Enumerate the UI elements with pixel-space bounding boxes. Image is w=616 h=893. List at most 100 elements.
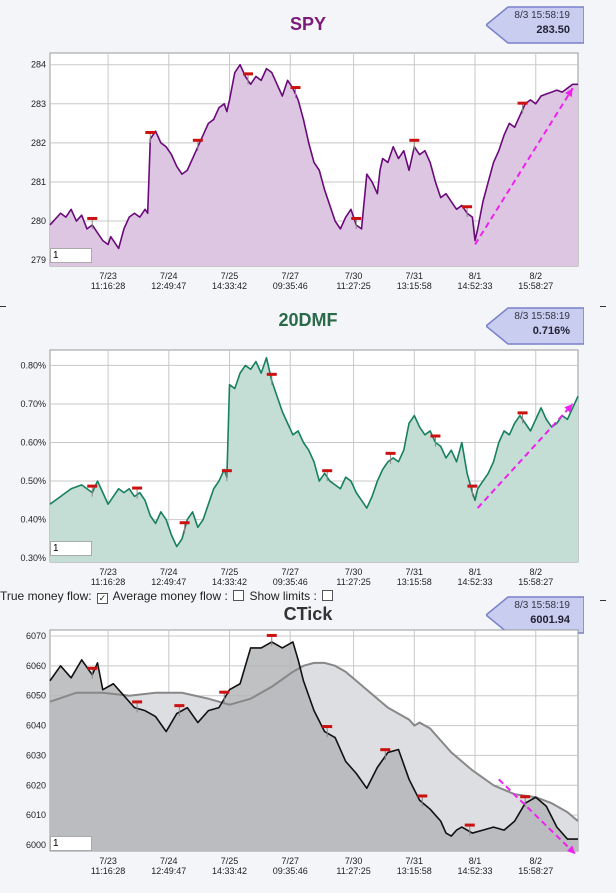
- trade-marker: [243, 72, 253, 76]
- show-limits-checkbox[interactable]: [322, 590, 334, 601]
- dmf-panel: 20DMF 8/3 15:58:19 0.716% 0.30% 0.40% 0.50…: [0, 300, 616, 590]
- x-tick-time: 09:35:46: [273, 281, 308, 291]
- series-area: [50, 64, 578, 267]
- x-tick-time: 15:58:27: [518, 281, 553, 291]
- separator-right-2: [600, 600, 606, 601]
- y-tick-label: 0.60%: [20, 438, 46, 448]
- trade-marker: [517, 411, 528, 415]
- trade-marker: [179, 521, 190, 525]
- average-money-flow-label: Average money flow :: [112, 589, 228, 603]
- x-tick-date: 7/30: [345, 856, 363, 866]
- x-tick-date: 7/30: [345, 567, 363, 577]
- average-flow-line: [49, 661, 579, 822]
- y-tick-label: 279: [31, 255, 46, 265]
- trade-marker: [87, 666, 98, 670]
- ctick-period-input[interactable]: 1: [50, 836, 92, 851]
- trade-marker: [351, 216, 362, 220]
- trade-marker: [87, 484, 98, 488]
- x-tick-time: 14:33:42: [212, 577, 247, 587]
- y-tick-label: 6020: [26, 780, 46, 790]
- trade-marker: [145, 130, 156, 134]
- x-tick-date: 7/25: [221, 271, 239, 281]
- series-line: [49, 63, 578, 250]
- ctick-chart[interactable]: 6000 6010 6020 6030 6040 6050 6060 6070 7/2311:1…: [0, 600, 616, 893]
- x-tick-time: 12:49:47: [151, 577, 186, 587]
- x-tick-date: 7/24: [160, 856, 178, 866]
- dmf-badge-time: 8/3 15:58:19: [514, 311, 570, 322]
- average-money-flow-checkbox[interactable]: [233, 590, 245, 601]
- x-tick-date: 8/2: [530, 856, 543, 866]
- ctick-badge-time: 8/3 15:58:19: [514, 600, 570, 611]
- trade-marker: [266, 372, 277, 376]
- spy-price-badge: 8/3 15:58:19 283.50: [486, 5, 584, 45]
- trade-marker: [266, 633, 277, 637]
- y-tick-label: 6050: [26, 691, 46, 701]
- x-tick-time: 14:52:33: [458, 866, 493, 876]
- spy-panel: SPY 8/3 15:58:19 283.50 279 280 281 282 283 2…: [0, 0, 616, 300]
- x-tick-date: 7/27: [281, 271, 299, 281]
- trade-marker: [192, 138, 203, 142]
- trend-arrow-head: [566, 845, 576, 854]
- trade-marker: [132, 486, 143, 490]
- x-tick-date: 7/27: [281, 567, 299, 577]
- series-area: [50, 641, 578, 851]
- y-tick-label: 6030: [26, 750, 46, 760]
- y-tick-label: 282: [31, 138, 46, 148]
- dmf-title: 20DMF: [278, 310, 338, 330]
- y-tick-label: 281: [31, 177, 46, 187]
- x-tick-date: 8/2: [530, 567, 543, 577]
- trade-marker: [132, 700, 143, 704]
- y-tick-label: 6000: [26, 840, 46, 850]
- x-tick-date: 7/30: [345, 271, 363, 281]
- spy-badge-time: 8/3 15:58:19: [514, 10, 570, 21]
- x-tick-time: 11:16:28: [91, 281, 125, 291]
- ctick-badge-value: 6001.94: [530, 614, 570, 626]
- trade-marker: [87, 216, 98, 220]
- spy-period-input[interactable]: 1: [50, 248, 92, 263]
- trade-marker: [174, 704, 185, 708]
- trade-marker: [322, 725, 333, 729]
- trade-marker: [290, 86, 301, 90]
- x-tick-time: 11:16:28: [91, 577, 125, 587]
- x-tick-time: 11:16:28: [91, 866, 125, 876]
- trade-marker: [221, 469, 232, 473]
- y-tick-label: 6010: [26, 810, 46, 820]
- y-tick-label: 6040: [26, 721, 46, 731]
- dmf-value-badge: 8/3 15:58:19 0.716%: [486, 306, 584, 346]
- dmf-chart[interactable]: 0.30% 0.40% 0.50% 0.60% 0.70% 0.80% 7/2311:16:…: [0, 300, 616, 590]
- x-tick-time: 14:52:33: [458, 577, 493, 587]
- x-tick-time: 09:35:46: [273, 866, 308, 876]
- y-tick-label: 283: [31, 99, 46, 109]
- badge-arrow-icon: [486, 307, 584, 345]
- x-tick-date: 8/1: [469, 856, 482, 866]
- x-tick-date: 8/1: [469, 567, 482, 577]
- trend-arrow-line: [476, 403, 574, 509]
- y-tick-label: 0.30%: [20, 553, 46, 563]
- x-tick-date: 7/25: [221, 856, 239, 866]
- trade-marker: [322, 469, 333, 473]
- trade-marker: [462, 205, 473, 209]
- x-tick-time: 11:27:25: [336, 866, 370, 876]
- x-tick-time: 13:15:58: [397, 866, 432, 876]
- ctick-title: CTick: [283, 604, 333, 624]
- trade-marker: [464, 823, 475, 827]
- x-tick-time: 12:49:47: [151, 866, 186, 876]
- trade-marker: [430, 434, 441, 438]
- trade-marker: [417, 794, 428, 798]
- spy-title: SPY: [289, 14, 327, 34]
- x-tick-time: 12:49:47: [151, 281, 186, 291]
- x-tick-time: 14:52:33: [458, 281, 493, 291]
- x-tick-date: 7/31: [406, 856, 424, 866]
- dmf-period-input[interactable]: 1: [50, 541, 92, 556]
- x-tick-time: 09:35:46: [273, 577, 308, 587]
- series-line: [49, 641, 578, 840]
- show-limits-label: Show limits :: [249, 589, 317, 603]
- x-tick-time: 11:27:25: [336, 577, 370, 587]
- x-tick-date: 7/23: [99, 567, 117, 577]
- x-tick-date: 8/2: [530, 271, 543, 281]
- true-money-flow-checkbox[interactable]: ✓: [96, 593, 108, 604]
- series-area: [50, 357, 578, 562]
- x-tick-date: 7/23: [99, 271, 117, 281]
- x-tick-time: 14:33:42: [212, 281, 247, 291]
